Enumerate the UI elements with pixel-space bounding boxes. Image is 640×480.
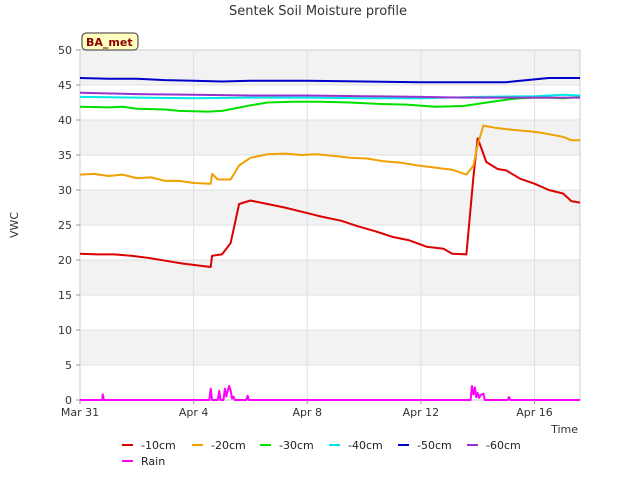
y-axis-ticks: 0 5 10 15 20 25 30 35 40 45 50 [58, 44, 80, 407]
series-line-40cm [79, 93, 581, 100]
legend-item: -30cm [260, 439, 314, 452]
legend-item: -10cm [122, 439, 176, 452]
y-tick-label: 0 [65, 394, 72, 407]
legend-label: -10cm [141, 439, 176, 452]
series-layer [79, 77, 581, 401]
series-line-rain [80, 385, 580, 401]
y-tick-label: 25 [58, 219, 72, 232]
legend-label: Rain [141, 455, 165, 468]
plot-band [80, 190, 580, 225]
y-tick-label: 30 [58, 184, 72, 197]
x-tick-label: Apr 16 [516, 406, 553, 419]
y-tick-label: 15 [58, 289, 72, 302]
x-tick-label: Apr 4 [179, 406, 209, 419]
legend-item: -50cm [398, 439, 452, 452]
y-tick-label: 10 [58, 324, 72, 337]
plot-band [80, 330, 580, 365]
plot-band [80, 260, 580, 295]
series-line-50cm [79, 77, 580, 84]
legend-label: -40cm [348, 439, 383, 452]
chart-title: Sentek Soil Moisture profile [229, 4, 407, 19]
series-line-60cm [79, 91, 580, 99]
station-badge: BA_met [81, 32, 139, 51]
y-axis-label: VWC [8, 212, 21, 238]
x-axis-label: Time [550, 423, 578, 436]
y-tick-label: 50 [58, 44, 72, 57]
x-tick-label: Mar 31 [61, 406, 99, 419]
legend: -10cm -20cm -30cm -40cm -50cm -60cm Rain [122, 439, 521, 468]
legend-item: Rain [122, 455, 165, 468]
x-tick-label: Apr 12 [403, 406, 440, 419]
series-line-20cm [79, 124, 580, 185]
y-tick-label: 35 [58, 149, 72, 162]
legend-item: -60cm [467, 439, 521, 452]
x-axis-ticks: Mar 31 Apr 4 Apr 8 Apr 12 Apr 16 [61, 400, 553, 419]
y-tick-label: 20 [58, 254, 72, 267]
x-tick-label: Apr 8 [293, 406, 323, 419]
legend-item: -40cm [329, 439, 383, 452]
legend-label: -30cm [279, 439, 314, 452]
legend-label: -50cm [417, 439, 452, 452]
series-line-10cm [79, 137, 581, 268]
y-tick-label: 40 [58, 114, 72, 127]
legend-label: -20cm [211, 439, 246, 452]
y-tick-label: 45 [58, 79, 72, 92]
y-tick-label: 5 [65, 359, 72, 372]
plot-band [80, 120, 580, 155]
station-badge-label: BA_met [86, 36, 133, 49]
legend-label: -60cm [486, 439, 521, 452]
legend-item: -20cm [192, 439, 246, 452]
